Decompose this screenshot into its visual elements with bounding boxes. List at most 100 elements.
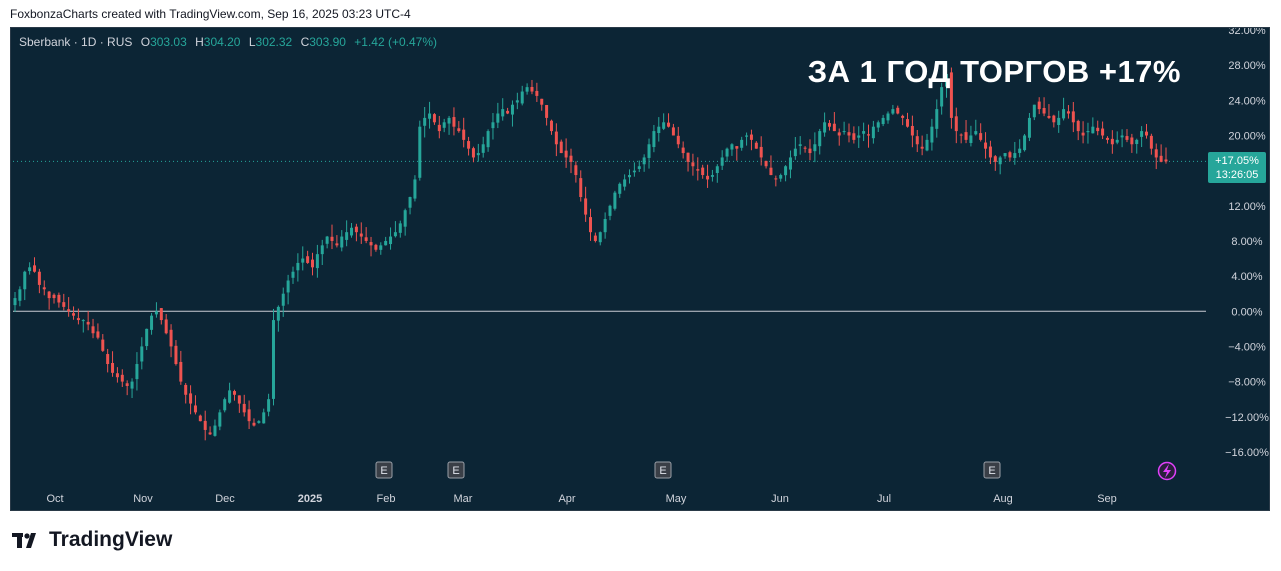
candle-body [91,326,95,334]
candle-body [1140,131,1144,137]
candle-body [106,354,110,365]
candle-body [184,384,188,395]
candle-body [549,120,553,132]
symbol-legend[interactable]: Sberbank · 1D · RUS O303.03 H304.20 L302… [19,35,437,49]
candle-body [876,122,880,128]
candle-body [564,150,568,158]
candle-body [769,167,773,176]
candle-body [945,73,949,87]
earnings-marker-label: E [659,465,666,477]
candle-body [818,131,822,147]
x-tick-label: Mar [454,493,473,505]
candle-body [545,105,549,118]
candle-body [1120,135,1124,138]
candle-body [237,395,241,404]
candle-body [715,166,719,173]
candle-body [452,117,456,127]
candle-body [1023,135,1027,151]
candle-body [418,126,422,178]
candle-body [1159,155,1163,162]
candle-body [652,131,656,148]
candle-body [62,302,66,307]
x-tick-label: Aug [993,493,1013,505]
chart-panel[interactable]: 32.00% 28.00% 24.00% 20.00% 12.00% 8.00% 4.00%… [10,27,1270,511]
candle-body [613,192,617,209]
candle-body [1135,139,1139,145]
candle-body [81,320,85,322]
x-tick-label: Nov [133,493,153,505]
candle-body [1125,136,1129,140]
candle-body [37,271,41,285]
candle-body [988,146,992,158]
candle-body [701,167,705,176]
candle-body [779,175,783,179]
candle-body [315,254,319,269]
candle-body [262,412,266,424]
candle-body [837,132,841,136]
candle-body [169,329,173,347]
candle-body [1037,101,1041,110]
candle-body [72,313,76,316]
x-tick-label: Sep [1097,493,1117,505]
candle-body [437,124,441,132]
close-value: 303.90 [309,35,346,49]
candle-body [86,321,90,325]
candle-body [276,306,280,321]
tradingview-brand[interactable]: TradingView [12,528,172,552]
candle-body [974,131,978,135]
candle-body [271,320,275,399]
candle-body [33,265,37,272]
candle-body [76,318,80,321]
candle-body [823,122,827,133]
candle-body [154,311,158,315]
candle-body [18,289,22,301]
symbol-title[interactable]: Sberbank · 1D · RUS [19,35,133,49]
last-value-percent: +17.05% [1215,155,1259,167]
candle-body [886,113,890,121]
y-tick-label: −8.00% [1228,377,1266,389]
candle-body [1149,135,1153,149]
candle-body [198,415,202,422]
candle-body [320,245,324,255]
price-chart[interactable]: 32.00% 28.00% 24.00% 20.00% 12.00% 8.00% 4.00%… [11,28,1270,511]
candle-body [213,425,217,436]
headline-annotation: ЗА 1 ГОД ТОРГОВ +17% [807,54,1181,89]
candle-body [832,123,836,132]
candle-body [589,217,592,233]
candle-body [618,183,622,194]
candle-body [359,233,363,237]
y-tick-label: 12.00% [1228,201,1266,213]
y-tick-label: −16.00% [1225,447,1269,459]
candle-body [432,114,436,123]
candle-body [325,236,329,244]
candle-body [925,139,929,151]
y-tick-label: 4.00% [1231,271,1262,283]
candle-body [857,135,861,138]
candle-body [593,235,597,241]
x-tick-label: Apr [558,493,575,505]
candle-body [510,104,514,115]
candle-body [993,156,997,162]
candle-body [203,420,207,430]
candle-body [979,133,983,140]
candle-body [813,144,817,152]
candle-body [808,148,812,154]
candle-body [267,399,271,412]
candle-body [827,123,831,127]
candle-body [311,259,315,268]
candle-body [462,129,466,140]
candle-body [1027,117,1031,138]
candle-body [647,144,651,158]
candle-body [120,374,124,382]
candle-body [447,117,451,124]
candle-body [28,267,32,272]
high-label: H [195,35,204,49]
candle-body [174,345,178,365]
candle-body [1076,120,1080,132]
candle-body [959,134,963,136]
earnings-marker-label: E [380,465,387,477]
candle-body [218,412,222,427]
candle-body [745,135,749,137]
candle-body [686,152,690,162]
candle-body [1062,109,1066,119]
